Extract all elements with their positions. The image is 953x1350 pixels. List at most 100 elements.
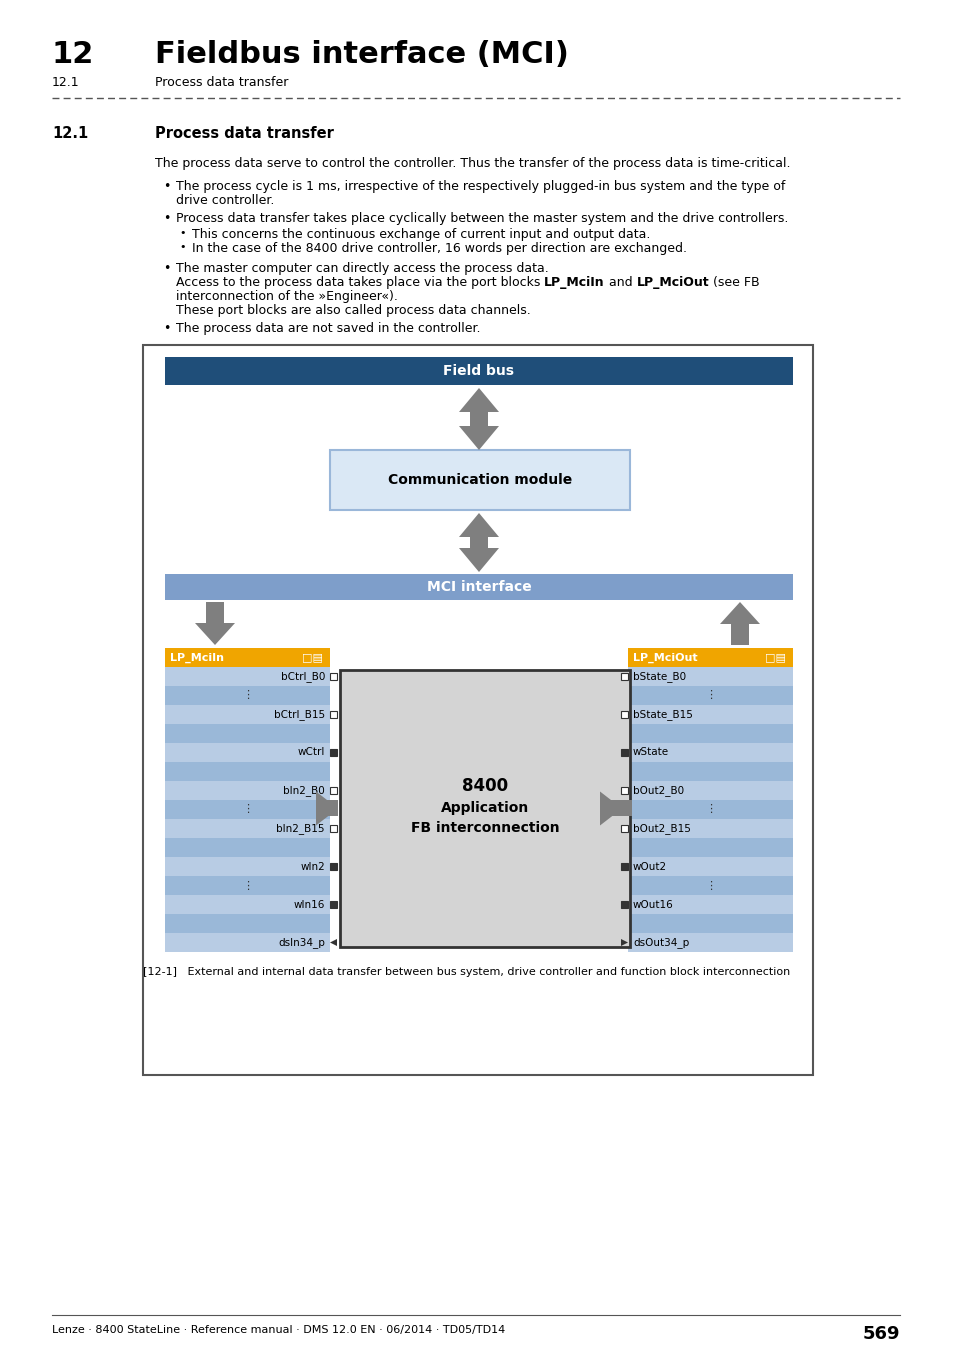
Text: The process data serve to control the controller. Thus the transfer of the proce: The process data serve to control the co…	[154, 157, 790, 170]
Bar	[165, 724, 330, 742]
Text: ⋮: ⋮	[242, 805, 253, 814]
Text: and: and	[604, 275, 636, 289]
Bar	[165, 933, 330, 952]
Text: LP_MciIn: LP_MciIn	[544, 275, 604, 289]
Polygon shape	[620, 940, 627, 946]
Polygon shape	[458, 387, 498, 412]
Text: wOut16: wOut16	[633, 899, 673, 910]
Bar	[627, 667, 792, 686]
Text: bOut2_B15: bOut2_B15	[633, 824, 690, 834]
Text: The process data are not saved in the controller.: The process data are not saved in the co…	[175, 323, 480, 335]
Text: (see FB: (see FB	[708, 275, 760, 289]
Bar	[627, 895, 792, 914]
Text: LP_MciOut: LP_MciOut	[633, 652, 697, 663]
Text: These port blocks are also called process data channels.: These port blocks are also called proces…	[175, 304, 530, 317]
Bar	[627, 648, 792, 667]
Bar	[620, 711, 627, 718]
Bar	[330, 900, 336, 909]
Bar	[627, 705, 792, 724]
Bar	[620, 863, 627, 869]
Bar	[315, 801, 337, 817]
Text: 569: 569	[862, 1324, 899, 1343]
Text: wIn16: wIn16	[294, 899, 325, 910]
Text: •: •	[179, 242, 185, 252]
Bar	[620, 674, 627, 680]
Bar	[620, 900, 627, 909]
Bar	[165, 648, 330, 667]
Bar	[165, 743, 330, 761]
Polygon shape	[458, 513, 498, 537]
Text: LP_MciOut: LP_MciOut	[636, 275, 708, 289]
Bar	[339, 670, 629, 946]
Text: Fieldbus interface (MCI): Fieldbus interface (MCI)	[154, 40, 568, 69]
Text: ⋮: ⋮	[704, 880, 716, 891]
Bar	[165, 914, 330, 933]
Polygon shape	[599, 791, 621, 825]
Bar	[627, 876, 792, 895]
Polygon shape	[458, 427, 498, 450]
Text: ⋮: ⋮	[704, 805, 716, 814]
Polygon shape	[315, 791, 337, 825]
Text: ⋮: ⋮	[704, 690, 716, 701]
Bar	[165, 876, 330, 895]
Text: dsOut34_p: dsOut34_p	[633, 937, 688, 948]
Text: bIn2_B0: bIn2_B0	[283, 786, 325, 796]
Bar	[330, 711, 336, 718]
Text: MCI interface: MCI interface	[426, 580, 531, 594]
Text: 12.1: 12.1	[52, 126, 89, 140]
Text: drive controller.: drive controller.	[175, 194, 274, 207]
Text: The process cycle is 1 ms, irrespective of the respectively plugged-in bus syste: The process cycle is 1 ms, irrespective …	[175, 180, 784, 193]
Bar	[165, 857, 330, 876]
Text: The master computer can directly access the process data.: The master computer can directly access …	[175, 262, 548, 275]
Bar	[330, 825, 336, 832]
Text: This concerns the continuous exchange of current input and output data.: This concerns the continuous exchange of…	[192, 228, 650, 242]
Text: Process data transfer takes place cyclically between the master system and the d: Process data transfer takes place cyclic…	[175, 212, 787, 225]
Polygon shape	[458, 548, 498, 572]
Text: Access to the process data takes place via the port blocks: Access to the process data takes place v…	[175, 275, 544, 289]
Bar	[470, 412, 488, 427]
Text: •: •	[163, 323, 171, 335]
Bar	[330, 787, 336, 794]
Text: ⋮: ⋮	[242, 880, 253, 891]
Bar	[165, 667, 330, 686]
Bar	[627, 819, 792, 838]
Bar	[330, 863, 336, 869]
Bar	[330, 674, 336, 680]
Text: Field bus: Field bus	[443, 364, 514, 378]
Text: Lenze · 8400 StateLine · Reference manual · DMS 12.0 EN · 06/2014 · TD05/TD14: Lenze · 8400 StateLine · Reference manua…	[52, 1324, 505, 1335]
Bar	[165, 838, 330, 857]
Text: bOut2_B0: bOut2_B0	[633, 786, 683, 796]
Text: bCtrl_B0: bCtrl_B0	[280, 671, 325, 682]
Bar	[627, 838, 792, 857]
Bar	[627, 743, 792, 761]
Text: FB interconnection: FB interconnection	[410, 822, 558, 836]
Text: bState_B15: bState_B15	[633, 709, 692, 720]
Bar	[165, 574, 792, 599]
Text: Communication module: Communication module	[388, 472, 572, 487]
Bar	[165, 761, 330, 782]
Bar	[627, 933, 792, 952]
Bar	[143, 346, 812, 1075]
Bar	[627, 914, 792, 933]
Text: bIn2_B15: bIn2_B15	[276, 824, 325, 834]
Text: wState: wState	[633, 748, 668, 757]
Bar	[627, 686, 792, 705]
Bar	[627, 801, 792, 819]
Polygon shape	[720, 602, 760, 624]
Text: •: •	[163, 262, 171, 275]
Bar	[620, 825, 627, 832]
Text: dsIn34_p: dsIn34_p	[278, 937, 325, 948]
Text: Process data transfer: Process data transfer	[154, 76, 288, 89]
Text: LP_MciIn: LP_MciIn	[170, 652, 224, 663]
Bar	[165, 782, 330, 801]
Text: □▤: □▤	[302, 652, 323, 663]
Bar	[165, 356, 792, 385]
Bar	[165, 801, 330, 819]
Text: Process data transfer: Process data transfer	[154, 126, 334, 140]
Bar	[470, 537, 488, 548]
Text: •: •	[179, 228, 185, 238]
Polygon shape	[330, 940, 336, 946]
Text: In the case of the 8400 drive controller, 16 words per direction are exchanged.: In the case of the 8400 drive controller…	[192, 242, 686, 255]
Bar	[599, 801, 631, 817]
Bar	[730, 624, 748, 645]
